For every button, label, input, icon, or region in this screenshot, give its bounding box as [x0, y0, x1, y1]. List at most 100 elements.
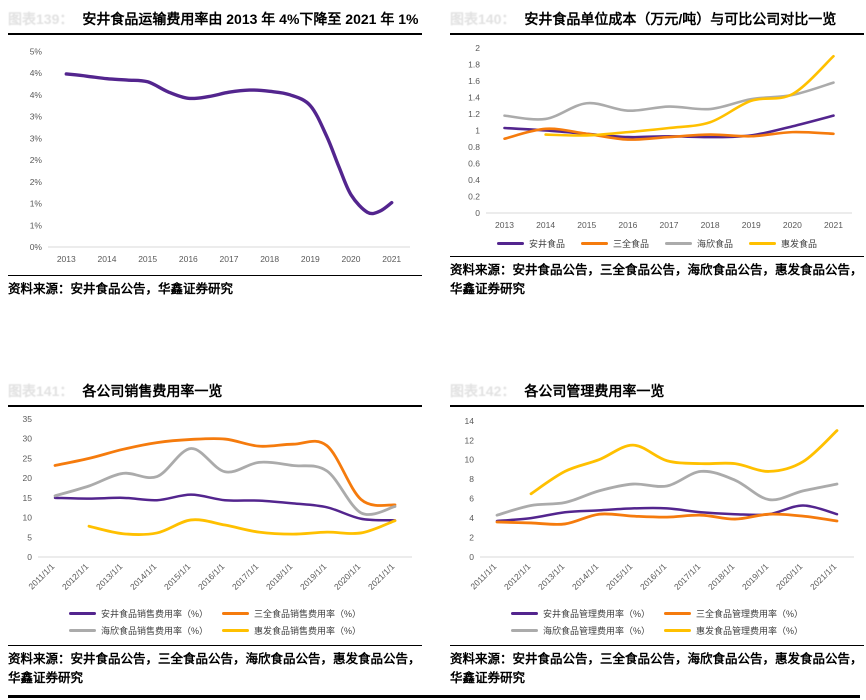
panel-unit-cost-comparison: 图表140： 安井食品单位成本（万元/吨）与可比公司对比一览 0 0.2 0.4 0.6…	[450, 10, 864, 382]
panel-title-row: 图表141： 各公司销售费用率一览	[8, 382, 422, 401]
svg-text:2013: 2013	[57, 254, 76, 264]
svg-text:30: 30	[23, 434, 33, 444]
svg-text:2014: 2014	[98, 254, 117, 264]
legend-item-anjing: 安井食品	[496, 237, 565, 250]
svg-text:12: 12	[465, 435, 475, 445]
svg-text:15: 15	[23, 493, 33, 503]
svg-text:1%: 1%	[30, 199, 43, 209]
panel-admin-expense-ratio: 图表142： 各公司管理费用率一览 0 2 4 6 8 10 12 14 2011/1/1 2012…	[450, 382, 864, 685]
chart-legend: 安井食品 三全食品 海欣食品 惠发食品	[450, 237, 864, 250]
svg-text:0.4: 0.4	[468, 175, 480, 185]
legend-label: 惠发食品销售费用率（%）	[254, 626, 362, 636]
svg-text:2016: 2016	[179, 254, 198, 264]
title-divider	[450, 33, 864, 35]
unit-cost-line-chart: 0 0.2 0.4 0.6 0.8 1 1.2 1.4 1.6 1.8 2 2013 2014 2015 2…	[468, 43, 852, 230]
svg-text:5: 5	[27, 532, 32, 542]
source-note: 资料来源：安井食品公告，华鑫证券研究	[8, 282, 234, 296]
svg-text:2019/1/1: 2019/1/1	[740, 561, 771, 592]
chart-title: 各公司销售费用率一览	[82, 383, 223, 399]
svg-text:3%: 3%	[30, 133, 43, 143]
chart-title: 安井食品单位成本（万元/吨）与可比公司对比一览	[524, 11, 837, 27]
source-divider	[450, 645, 864, 646]
legend-item-sanquan: 三全食品销售费用率（%）	[222, 607, 361, 620]
svg-text:0: 0	[475, 208, 480, 218]
svg-text:0: 0	[27, 552, 32, 562]
svg-text:2020: 2020	[342, 254, 361, 264]
transport-expense-line-chart: 0% 1% 1% 2% 2% 3% 3% 4% 4% 5% 2013 2014 2015 2016 2017…	[30, 46, 410, 264]
page-bottom-rule	[8, 695, 860, 698]
svg-text:0%: 0%	[30, 242, 43, 252]
svg-text:2017/1/1: 2017/1/1	[672, 561, 703, 592]
svg-text:1%: 1%	[30, 220, 43, 230]
svg-text:2015: 2015	[138, 254, 157, 264]
chart-title: 各公司管理费用率一览	[524, 383, 665, 399]
svg-text:2%: 2%	[30, 177, 43, 187]
svg-text:2021: 2021	[382, 254, 401, 264]
source-note: 资料来源：安井食品公告，三全食品公告，海欣食品公告，惠发食品公告，华鑫证券研究	[8, 652, 421, 685]
svg-text:1.8: 1.8	[468, 59, 480, 69]
svg-text:25: 25	[23, 453, 33, 463]
figure-number-faint: 图表140：	[450, 11, 516, 27]
svg-text:2: 2	[475, 43, 480, 53]
svg-text:2018: 2018	[701, 220, 720, 230]
svg-text:1.6: 1.6	[468, 76, 480, 86]
legend-label: 安井食品销售费用率（%）	[100, 609, 208, 619]
legend-item-huifa: 惠发食品管理费用率（%）	[664, 624, 803, 637]
legend-item-haixin: 海欣食品	[665, 237, 733, 250]
panel-title-row: 图表139： 安井食品运输费用率由 2013 年 4%下降至 2021 年 1%	[8, 10, 422, 29]
legend-marker	[664, 628, 691, 633]
svg-text:2015/1/1: 2015/1/1	[604, 561, 635, 592]
panel-title-row: 图表142： 各公司管理费用率一览	[450, 382, 864, 401]
svg-text:2%: 2%	[30, 155, 43, 165]
svg-text:2021/1/1: 2021/1/1	[366, 561, 397, 592]
svg-text:0.6: 0.6	[468, 158, 480, 168]
svg-text:2019: 2019	[301, 254, 320, 264]
svg-text:2018/1/1: 2018/1/1	[264, 561, 295, 592]
title-divider	[8, 33, 422, 35]
svg-text:2013: 2013	[495, 220, 514, 230]
svg-text:2019: 2019	[742, 220, 761, 230]
source-divider	[8, 275, 422, 276]
legend-item-sanquan: 三全食品	[580, 237, 649, 250]
chart-title: 安井食品运输费用率由 2013 年 4%下降至 2021 年 1%	[82, 11, 419, 27]
svg-text:2017: 2017	[660, 220, 679, 230]
svg-text:2: 2	[469, 533, 474, 543]
svg-text:2019/1/1: 2019/1/1	[298, 561, 329, 592]
legend-marker	[68, 628, 96, 633]
svg-text:2016: 2016	[618, 220, 637, 230]
chart-legend: 安井食品管理费用率（%） 三全食品管理费用率（%） 海欣食品管理费用率（%） 惠…	[450, 607, 864, 637]
legend-item-haixin: 海欣食品管理费用率（%）	[510, 624, 650, 637]
svg-text:8: 8	[469, 474, 474, 484]
svg-text:4%: 4%	[30, 68, 43, 78]
svg-text:2015/1/1: 2015/1/1	[162, 561, 193, 592]
legend-label: 三全食品管理费用率（%）	[696, 609, 804, 619]
legend-item-huifa: 惠发食品销售费用率（%）	[222, 624, 361, 637]
panel-title-row: 图表140： 安井食品单位成本（万元/吨）与可比公司对比一览	[450, 10, 864, 29]
source-divider	[8, 645, 422, 646]
legend-marker	[68, 611, 96, 616]
svg-text:2011/1/1: 2011/1/1	[468, 561, 498, 591]
svg-text:20: 20	[23, 473, 33, 483]
svg-text:2020/1/1: 2020/1/1	[774, 561, 805, 592]
legend-label: 惠发食品管理费用率（%）	[696, 626, 804, 636]
svg-text:2020: 2020	[783, 220, 802, 230]
svg-text:2011/1/1: 2011/1/1	[26, 561, 56, 591]
legend-marker	[222, 628, 249, 633]
svg-text:4: 4	[469, 513, 474, 523]
figure-number-faint: 图表141：	[8, 383, 74, 399]
source-note: 资料来源：安井食品公告，三全食品公告，海欣食品公告，惠发食品公告，华鑫证券研究	[450, 652, 863, 685]
svg-text:2012/1/1: 2012/1/1	[502, 561, 533, 592]
svg-text:3%: 3%	[30, 112, 43, 122]
svg-text:1.4: 1.4	[468, 92, 480, 102]
svg-text:14: 14	[465, 416, 475, 426]
legend-marker	[510, 628, 538, 633]
legend-item-anjing: 安井食品销售费用率（%）	[68, 607, 208, 620]
svg-text:1.2: 1.2	[468, 109, 480, 119]
legend-label: 海欣食品管理费用率（%）	[542, 626, 650, 636]
legend-item-sanquan: 三全食品管理费用率（%）	[664, 607, 803, 620]
svg-text:0.8: 0.8	[468, 142, 480, 152]
source-note: 资料来源：安井食品公告，三全食品公告，海欣食品公告，惠发食品公告，华鑫证券研究	[450, 263, 863, 296]
legend-marker	[510, 611, 538, 616]
legend-label: 三全食品销售费用率（%）	[254, 609, 362, 619]
